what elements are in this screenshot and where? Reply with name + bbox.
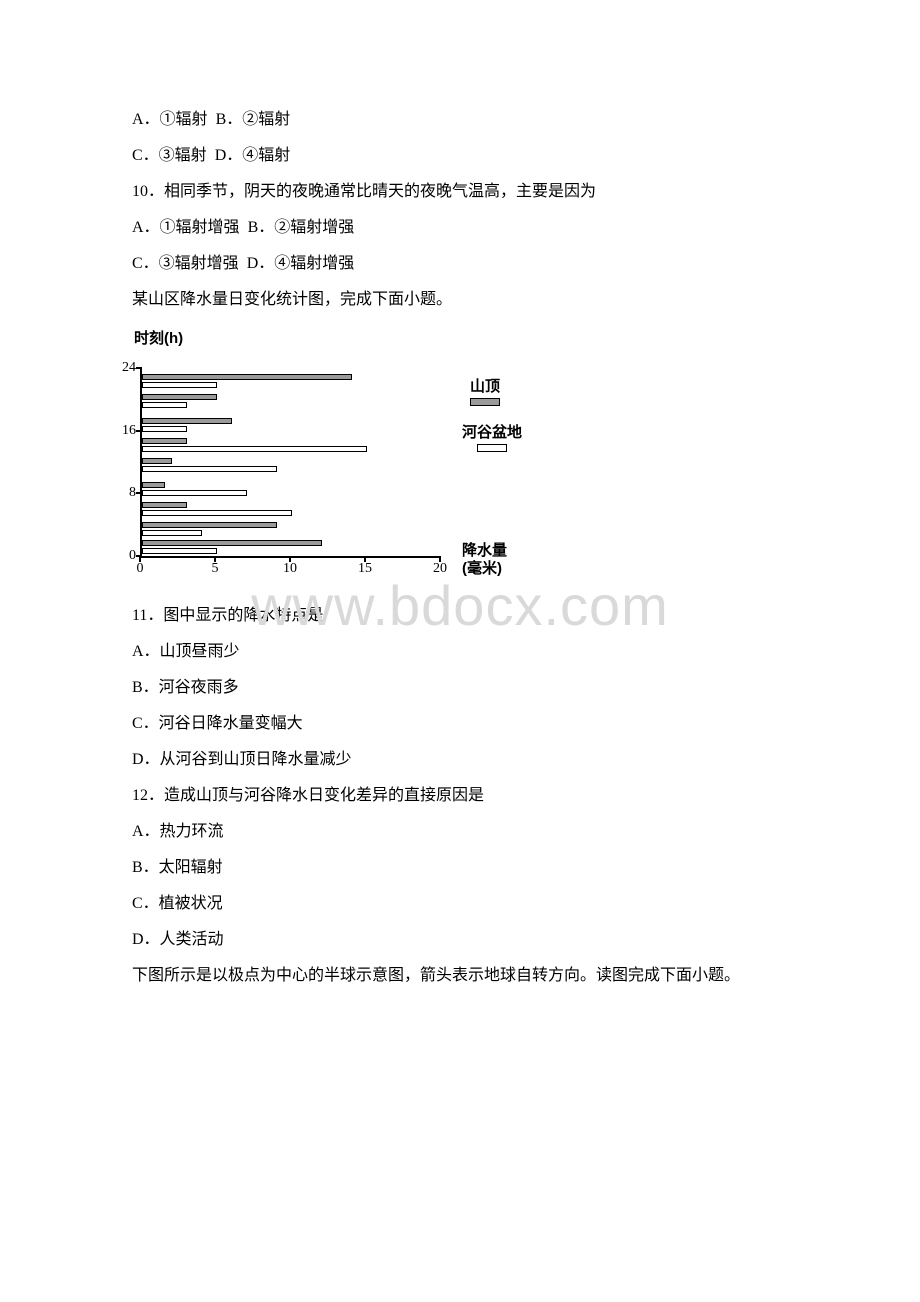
bar-valley-basin — [142, 382, 217, 388]
q9-option-d: D．④辐射 — [215, 147, 291, 164]
polar-intro: 下图所示是以极点为中心的半球示意图，箭头表示地球自转方向。读图完成下面小题。 — [100, 960, 820, 992]
x-axis-label: 降水量(毫米) — [462, 542, 507, 578]
legend-valley-basin: 河谷盆地 — [462, 424, 522, 452]
x-tick-label: 20 — [433, 562, 447, 576]
q12-option-b: B．太阳辐射 — [100, 852, 820, 884]
q11-stem: 11．图中显示的降水特点是 — [100, 600, 820, 632]
bar-valley-basin — [142, 466, 277, 472]
x-tick-label: 10 — [283, 562, 297, 576]
q10-option-c: C．③辐射增强 — [132, 255, 239, 272]
y-tick-label: 24 — [112, 361, 136, 375]
bar-mountain-top — [142, 374, 352, 380]
bar-mountain-top — [142, 482, 165, 488]
q10-option-d: D．④辐射增强 — [247, 255, 355, 272]
q12-option-d: D．人类活动 — [100, 924, 820, 956]
chart-intro: 某山区降水量日变化统计图，完成下面小题。 — [100, 284, 820, 316]
bar-valley-basin — [142, 446, 367, 452]
bar-valley-basin — [142, 530, 202, 536]
bar-mountain-top — [142, 394, 217, 400]
q10-stem: 10．相同季节，阴天的夜晚通常比晴天的夜晚气温高，主要是因为 — [100, 176, 820, 208]
q9-options-line-2: C．③辐射 D．④辐射 — [100, 140, 820, 172]
q12-option-c: C．植被状况 — [100, 888, 820, 920]
q9-options-line-1: A．①辐射 B．②辐射 — [100, 104, 820, 136]
q10-option-a: A．①辐射增强 — [132, 219, 240, 236]
bar-mountain-top — [142, 418, 232, 424]
q9-option-a: A．①辐射 — [132, 111, 208, 128]
q12-stem: 12．造成山顶与河谷降水日变化差异的直接原因是 — [100, 780, 820, 812]
bar-mountain-top — [142, 438, 187, 444]
q10-options-line-2: C．③辐射增强 D．④辐射增强 — [100, 248, 820, 280]
bar-mountain-top — [142, 458, 172, 464]
y-tick-label: 0 — [112, 549, 136, 563]
bar-mountain-top — [142, 522, 277, 528]
chart-y-title: 时刻(h) — [100, 324, 820, 354]
q11-option-d: D．从河谷到山顶日降水量减少 — [100, 744, 820, 776]
bar-valley-basin — [142, 490, 247, 496]
x-tick-label: 15 — [358, 562, 372, 576]
bar-valley-basin — [142, 510, 292, 516]
q11-option-a: A．山顶昼雨少 — [100, 636, 820, 668]
q10-options-line-1: A．①辐射增强 B．②辐射增强 — [100, 212, 820, 244]
q12-option-a: A．热力环流 — [100, 816, 820, 848]
bar-mountain-top — [142, 502, 187, 508]
x-tick-label: 0 — [137, 562, 144, 576]
bar-valley-basin — [142, 426, 187, 432]
q10-option-b: B．②辐射增强 — [248, 219, 355, 236]
q11-option-c: C．河谷日降水量变幅大 — [100, 708, 820, 740]
precip-chart: 0 8 16 24 0 5 10 15 20 山顶河谷盆地降水量(毫米) — [100, 358, 580, 588]
x-tick-label: 5 — [212, 562, 219, 576]
bar-mountain-top — [142, 540, 322, 546]
y-tick-label: 8 — [112, 486, 136, 500]
q9-option-c: C．③辐射 — [132, 147, 207, 164]
bar-valley-basin — [142, 402, 187, 408]
legend-mountain-top: 山顶 — [470, 378, 500, 406]
q11-option-b: B．河谷夜雨多 — [100, 672, 820, 704]
bar-valley-basin — [142, 548, 217, 554]
q9-option-b: B．②辐射 — [216, 111, 291, 128]
y-tick-label: 16 — [112, 424, 136, 438]
